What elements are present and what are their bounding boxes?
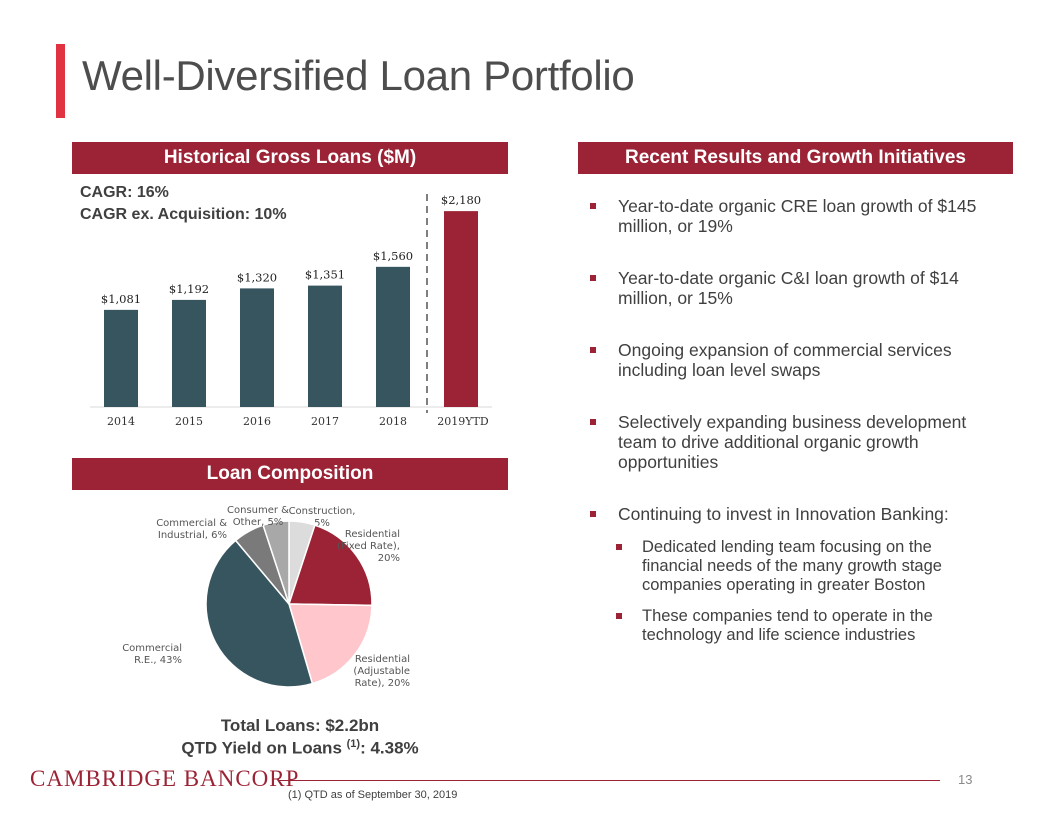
growth-section-header: Recent Results and Growth Initiatives	[578, 142, 1013, 174]
bar-value-label: $1,560	[373, 249, 413, 263]
bar-value-label: $1,192	[169, 282, 209, 296]
bar-category-label: 2017	[311, 415, 339, 428]
bullet-line: Continuing to invest in Innovation Banki…	[618, 504, 949, 524]
loans-section-header: Historical Gross Loans ($M)	[72, 142, 508, 174]
sub-bullet-line: technology and life science industries	[642, 626, 916, 644]
bar-category-label: 2019YTD	[437, 415, 489, 428]
bar-2017	[308, 285, 342, 407]
page-number: 13	[958, 772, 973, 787]
sub-bullet-line: companies operating in greater Boston	[642, 576, 926, 594]
bar-value-label: $1,081	[101, 292, 141, 306]
sub-bullet-marker	[616, 544, 622, 550]
qtd-yield-footnote-ref: (1)	[346, 738, 361, 750]
pie-label-line: (Fixed Rate),	[337, 541, 400, 552]
cagr-ex-acquisition-text: CAGR ex. Acquisition: 10%	[80, 206, 287, 223]
pie-slice-label: Residential (Fixed Rate), 20%	[337, 529, 400, 564]
pie-label-line: Other, 5%	[233, 517, 284, 528]
sub-bullet-item: These companies tend to operate in the te…	[562, 607, 1010, 645]
bar-2014	[104, 309, 138, 407]
pie-slice-commercial-r-e-	[205, 539, 314, 688]
bar-2015	[172, 299, 206, 407]
pie-slice-label: Commercial & Industrial, 6%	[156, 518, 227, 541]
sub-bullet-line: These companies tend to operate in the	[642, 607, 933, 625]
pie-slice-label: Residential (Adjustable Rate), 20%	[353, 654, 410, 689]
pie-slice-label: Commercial R.E., 43%	[122, 643, 182, 666]
bullet-line: Year-to-date organic C&I loan growth of …	[618, 268, 959, 288]
loans-bar-chart: $1,081 2014 $1,192 2015 $1,320 2016 $1,351 2017…	[90, 193, 492, 428]
pie-label-line: Construction,	[289, 506, 356, 517]
pie-label-line: Commercial &	[156, 518, 227, 529]
qtd-yield-prefix: QTD Yield on Loans	[181, 738, 347, 758]
bar-value-label: $2,180	[441, 193, 481, 207]
bullet-line: million, or 15%	[618, 288, 733, 308]
cambridge-bancorp-logo: CAMBRIDGE BANCORP	[30, 766, 300, 791]
bar-value-label: $1,320	[237, 270, 277, 284]
bullet-line: team to drive additional organic growth	[618, 432, 919, 452]
bullet-item: Continuing to invest in Innovation Banki…	[590, 504, 1010, 524]
bullet-item: Ongoing expansion of commercial services…	[590, 340, 1010, 380]
bar-2016	[240, 288, 274, 407]
total-loans-text: Total Loans: $2.2bn	[220, 716, 380, 735]
sub-bullet-line: Dedicated lending team focusing on the	[642, 538, 932, 556]
bullet-item: Year-to-date organic CRE loan growth of …	[590, 196, 1010, 236]
bullet-marker	[590, 511, 596, 517]
pie-slice-label: Consumer & Other, 5%	[227, 505, 289, 528]
bullet-marker	[590, 275, 596, 281]
bullet-item: Year-to-date organic C&I loan growth of …	[590, 268, 1010, 308]
pie-label-line: Commercial	[122, 643, 182, 654]
bar-category-label: 2014	[107, 415, 135, 428]
bar-category-label: 2016	[243, 415, 271, 428]
pie-label-line: R.E., 43%	[134, 655, 182, 666]
page-title: Well-Diversified Loan Portfolio	[82, 52, 635, 99]
sub-bullet-line: financial needs of the many growth stage	[642, 557, 942, 575]
title-accent-bar	[56, 44, 65, 118]
bullet-line: Ongoing expansion of commercial services	[618, 340, 952, 360]
pie-label-line: Residential	[345, 529, 400, 540]
bullet-item: Selectively expanding business developme…	[590, 412, 1010, 472]
pie-slice-residential-fixed-rate-	[287, 524, 373, 607]
qtd-yield-text: QTD Yield on Loans (1): 4.38%	[120, 738, 480, 759]
bar-2018	[376, 266, 410, 407]
bullet-marker	[590, 419, 596, 425]
sub-bullet-item: Dedicated lending team focusing on the fi…	[562, 538, 1010, 595]
pie-label-line: 5%	[314, 518, 330, 529]
bullet-line: opportunities	[618, 452, 719, 472]
bullet-line: million, or 19%	[618, 216, 733, 236]
footnote: (1) QTD as of September 30, 2019	[288, 789, 458, 801]
bar-category-label: 2015	[175, 415, 203, 428]
composition-section-header: Loan Composition	[72, 458, 508, 490]
pie-slice-residential-adjustable-rate-	[287, 603, 373, 685]
bar-value-label: $1,351	[305, 268, 345, 282]
pie-label-line: Residential	[355, 654, 410, 665]
bar-category-label: 2018	[379, 415, 407, 428]
footer-divider	[278, 780, 940, 781]
pie-label-line: 20%	[378, 553, 400, 564]
qtd-yield-value: : 4.38%	[360, 738, 419, 758]
pie-label-line: (Adjustable	[353, 666, 410, 677]
pie-slice-consumer-other	[262, 520, 290, 605]
bullet-marker	[590, 203, 596, 209]
bar-2019YTD	[444, 211, 478, 407]
bullet-marker	[590, 347, 596, 353]
growth-bullet-list: Year-to-date organic CRE loan growth of …	[590, 196, 1010, 645]
pie-label-line: Consumer &	[227, 505, 289, 516]
pie-label-line: Industrial, 6%	[158, 530, 227, 541]
pie-label-line: Rate), 20%	[355, 678, 410, 689]
pie-slice-label: Construction, 5%	[289, 506, 356, 529]
cagr-text: CAGR: 16%	[80, 184, 169, 201]
bullet-line: Year-to-date organic CRE loan growth of …	[618, 196, 977, 216]
bullet-line: Selectively expanding business developme…	[618, 412, 967, 432]
bullet-line: including loan level swaps	[618, 360, 821, 380]
loan-composition-pie-chart: Construction, 5%Residential (Fixed Rate), 2…	[122, 505, 410, 689]
sub-bullet-marker	[616, 613, 622, 619]
